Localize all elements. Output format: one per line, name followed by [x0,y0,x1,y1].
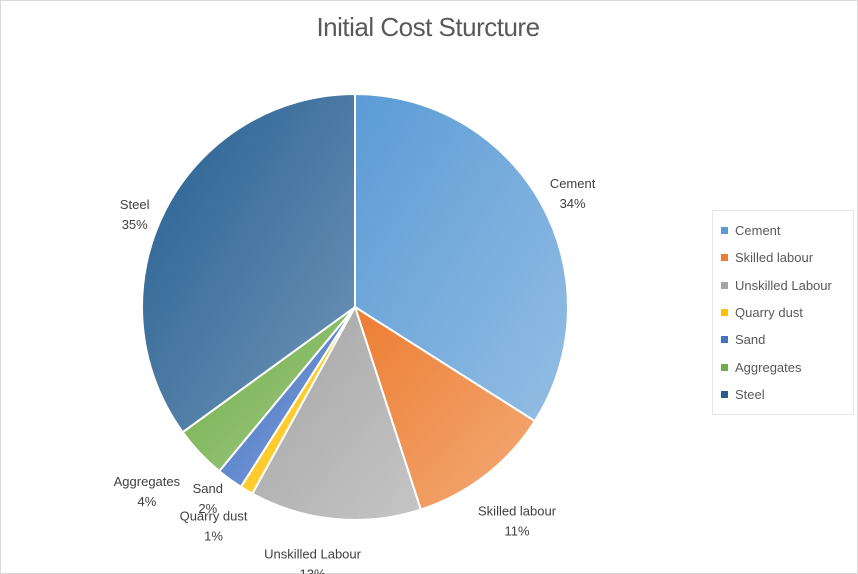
slice-value-aggregates: 4% [137,494,156,509]
pie-slice-steel [141,92,356,434]
legend-swatch [721,309,728,317]
slice-label-steel: Steel [120,197,150,212]
pie-slice-unskilled-labour [251,304,423,521]
legend-swatch [721,254,728,262]
legend-label: Skilled labour [735,250,814,266]
legend-swatch [721,336,728,344]
legend-label: Quarry dust [735,305,803,321]
legend-item-quarry-dust: Quarry dust [721,299,849,326]
legend-label: Unskilled Labour [735,277,832,293]
legend-label: Cement [735,223,781,239]
legend-item-unskilled-labour: Unskilled Labour [721,272,849,299]
legend-swatch [721,281,728,289]
legend-item-cement: Cement [721,217,849,244]
slice-label-skilled-labour: Skilled labour [478,504,557,519]
legend-swatch [721,363,728,371]
legend-item-sand: Sand [721,326,849,353]
chart-title: Initial Cost Sturcture [316,12,540,42]
legend-swatch [721,390,728,398]
pie-slice-cement [354,92,569,423]
legend-swatch [721,227,728,235]
pie-slice-skilled-labour [353,304,537,511]
slice-value-sand: 2% [198,501,217,516]
legend-label: Aggregates [735,359,802,375]
legend-item-aggregates: Aggregates [721,353,849,380]
slice-value-skilled-labour: 11% [505,524,530,539]
slice-value-quarry-dust: 1% [204,528,223,543]
slice-value-cement: 34% [560,196,586,211]
legend: Cement Skilled labour Unskilled Labour Quar… [712,210,854,416]
slice-label-aggregates: Aggregates [114,474,181,489]
slice-label-unskilled-labour: Unskilled Labour [264,547,362,562]
legend-label: Sand [735,332,766,348]
legend-label: Steel [735,386,765,402]
slice-value-steel: 35% [122,217,148,232]
slice-label-sand: Sand [193,481,223,496]
legend-item-skilled-labour: Skilled labour [721,244,849,271]
slice-value-unskilled-labour: 13% [300,567,326,574]
slice-label-cement: Cement [550,176,596,191]
legend-item-steel: Steel [721,381,849,408]
slice-label-quarry-dust: Quarry dust [180,508,248,523]
